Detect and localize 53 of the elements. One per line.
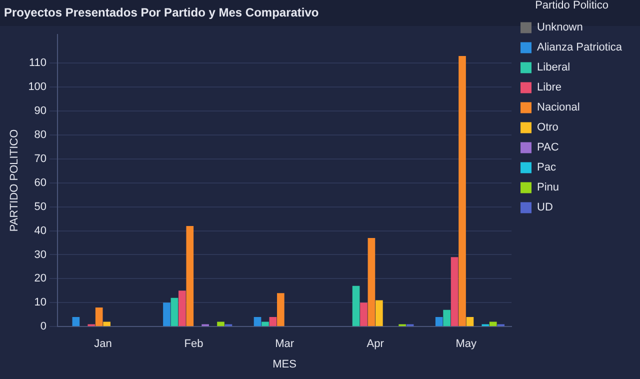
y-tick-label: 60 [34,176,47,189]
bar [170,298,178,326]
x-tick-label: May [456,338,478,350]
legend-label: Pinu [537,182,560,194]
legend-label: Pac [537,162,556,174]
bar [95,307,103,326]
bar [186,226,194,326]
y-tick-label: 0 [40,320,47,333]
y-tick-label: 90 [34,105,47,118]
y-tick-label: 20 [34,272,47,285]
bar [269,317,277,326]
legend-label: Otro [537,122,558,134]
y-tick-label: 40 [34,224,47,237]
legend-label: UD [537,202,553,214]
y-tick-label: 70 [34,152,47,165]
bar [277,293,284,326]
bar [458,56,466,326]
bar [163,302,170,326]
x-tick-label: Feb [184,338,204,350]
bar [262,322,269,326]
y-tick-label: 80 [34,129,47,142]
y-tick-label: 100 [28,81,47,94]
legend-label: Nacional [537,102,580,114]
chart-title: Proyectos Presentados Por Partido y Mes Comparativo [4,6,319,20]
x-tick-label: Apr [366,338,384,350]
bar [443,310,450,326]
bar [376,300,383,326]
x-tick-label: Jan [94,338,112,350]
legend-title: Partido Politico [535,0,608,12]
bar [489,322,497,326]
legend-label: Unknown [537,22,583,34]
y-axis-title: PARTIDO POLITICO [8,128,21,232]
bar [254,317,262,326]
bar [103,322,110,326]
bar [72,317,80,326]
bar [435,317,443,326]
legend-label: Liberal [537,62,570,74]
x-tick-label: Mar [275,338,294,350]
bar [178,290,186,326]
y-tick-label: 50 [34,200,47,213]
bar [352,286,360,326]
y-tick-label: 30 [34,248,47,261]
legend-label: Libre [537,82,562,94]
bar [217,322,224,326]
bar [450,257,458,326]
legend-label: PAC [537,142,559,154]
y-tick-label: 10 [34,296,47,309]
bar [360,302,368,326]
legend-label: Alianza Patriotica [537,42,623,54]
bar [368,238,376,326]
bar [466,317,474,326]
y-tick-label: 110 [29,57,47,70]
x-axis-title: MES [272,358,296,370]
